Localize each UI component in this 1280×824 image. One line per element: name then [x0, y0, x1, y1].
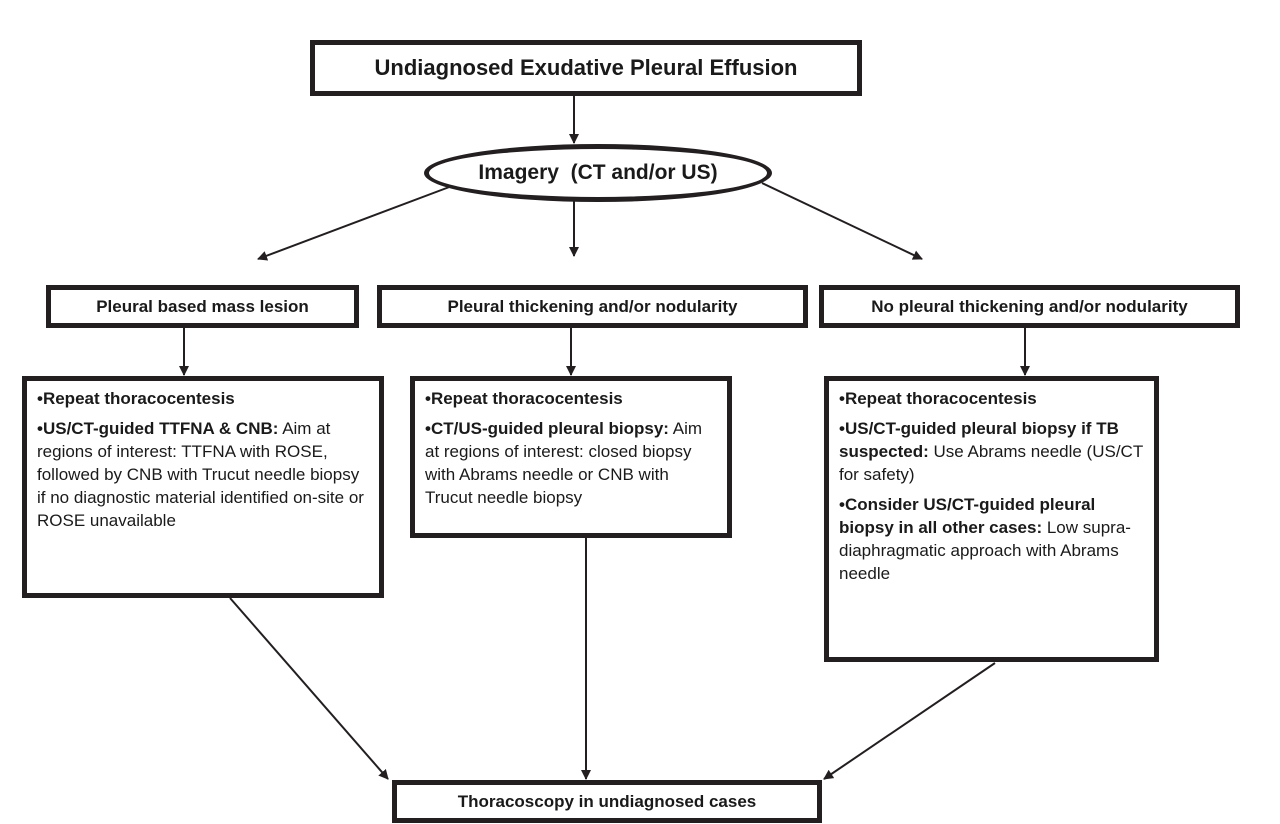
detail-item: •Repeat thoracocentesis	[839, 389, 1037, 408]
branch-heading-center: Pleural thickening and/or nodularity	[377, 285, 808, 328]
branch-heading-right: No pleural thickening and/or nodularity	[819, 285, 1240, 328]
arrow-left-detail-to-bottom	[229, 597, 389, 780]
bottom-box: Thoracoscopy in undiagnosed cases	[392, 780, 822, 823]
arrow-right-detail-to-bottom	[823, 662, 996, 780]
detail-item: •CT/US-guided pleural biopsy: Aim at reg…	[425, 419, 703, 507]
detail-item: •US/CT-guided pleural biopsy if TB suspe…	[839, 419, 1143, 484]
detail-box-center: •Repeat thoracocentesis •CT/US-guided pl…	[410, 376, 732, 538]
top-box: Undiagnosed Exudative Pleural Effusion	[310, 40, 862, 96]
imagery-ellipse: Imagery (CT and/or US)	[424, 144, 772, 202]
branch-heading-left: Pleural based mass lesion	[46, 285, 359, 328]
detail-item: •Consider US/CT-guided pleural biopsy in…	[839, 495, 1131, 583]
detail-box-left: •Repeat thoracocentesis •US/CT-guided TT…	[22, 376, 384, 598]
detail-item: •US/CT-guided TTFNA & CNB: Aim at region…	[37, 419, 364, 530]
detail-item: •Repeat thoracocentesis	[37, 389, 235, 408]
detail-box-right: •Repeat thoracocentesis •US/CT-guided pl…	[824, 376, 1159, 662]
detail-item: •Repeat thoracocentesis	[425, 389, 623, 408]
arrow-imagery-to-left	[257, 185, 453, 261]
arrow-imagery-to-right	[761, 182, 923, 260]
